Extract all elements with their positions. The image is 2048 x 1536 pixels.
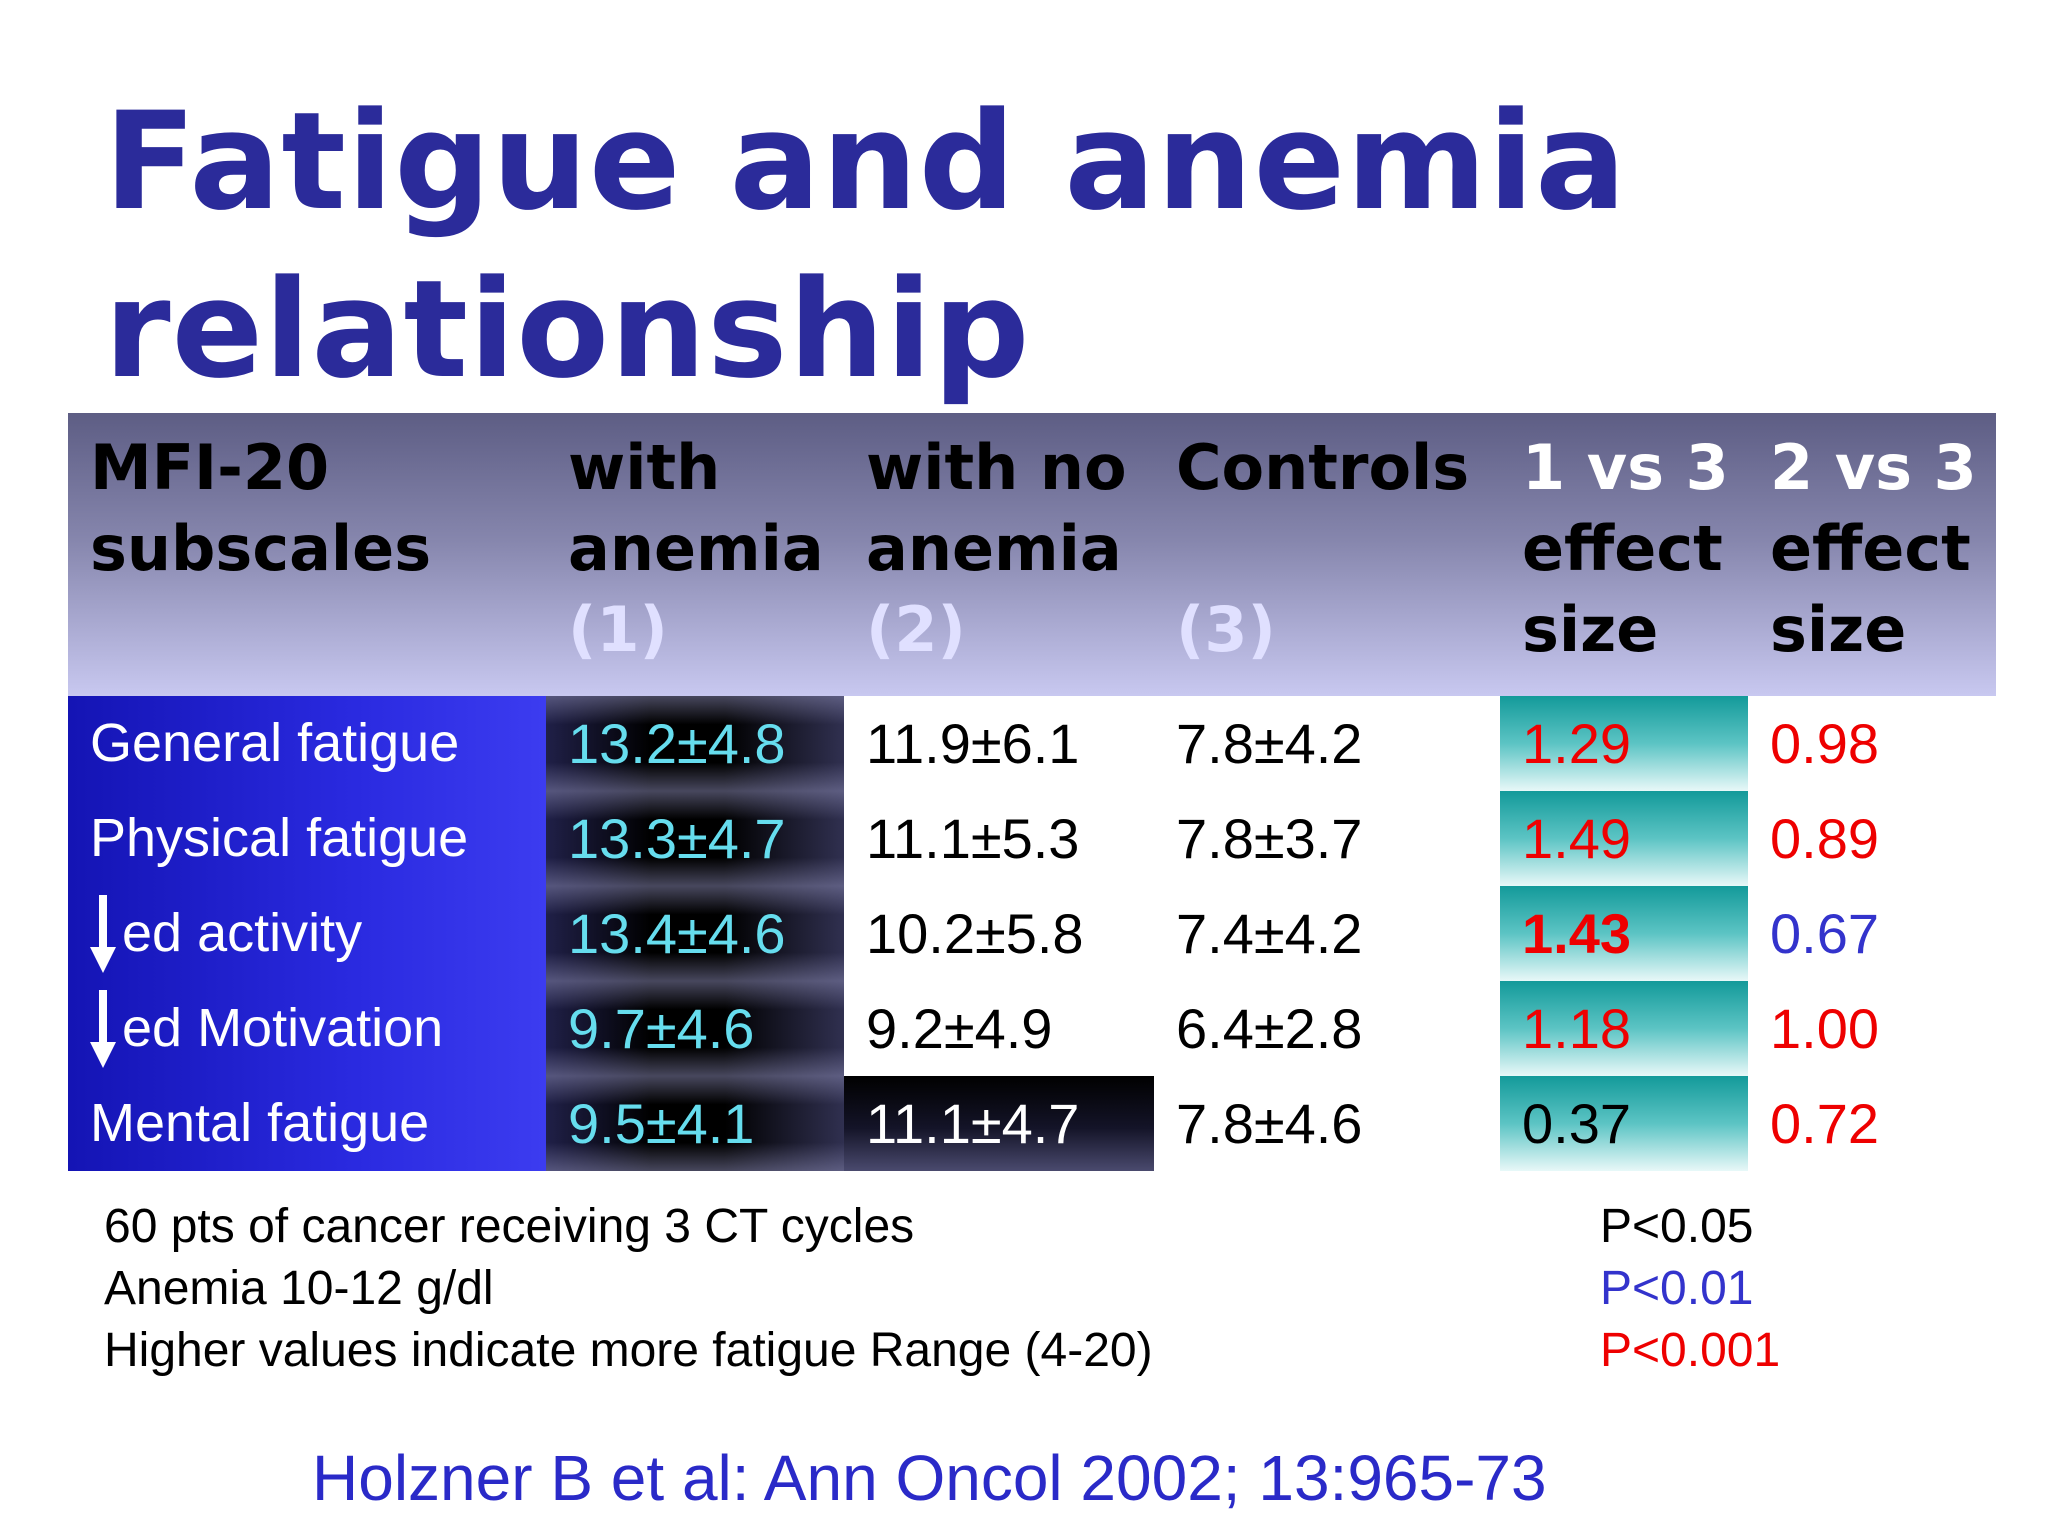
note-line: 60 pts of cancer receiving 3 CT cycles <box>104 1200 915 1253</box>
significance-legend: P<0.05 P<0.01 P<0.001 <box>1600 1196 1780 1382</box>
study-notes: 60 pts of cancer receiving 3 CT cycles A… <box>104 1196 1153 1382</box>
table-header: MFI-20 subscales with anemia (1) with no… <box>68 413 1996 696</box>
note-line: Higher values indicate more fatigue Rang… <box>104 1324 1153 1377</box>
value-controls: 7.8±3.7 <box>1176 807 1363 870</box>
legend-p0001: P<0.001 <box>1600 1324 1781 1377</box>
legend-p005: P<0.05 <box>1600 1200 1754 1253</box>
value-no-anemia: 11.1±4.7 <box>844 1076 1154 1171</box>
value-with-anemia: 9.5±4.1 <box>546 1076 844 1171</box>
slide-title: Fatigue and anemia relationship <box>104 78 2004 414</box>
effect-size-1vs3: 1.49 <box>1500 791 1748 886</box>
down-arrow-icon <box>90 989 116 1068</box>
value-controls: 7.8±4.6 <box>1176 1092 1363 1155</box>
effect-size-1vs3: 1.43 <box>1500 886 1748 981</box>
table-row: Mental fatigue 9.5±4.1 11.1±4.7 7.8±4.6 0.37… <box>68 1076 1996 1171</box>
header-subscales: MFI-20 subscales <box>90 431 432 585</box>
table-row: ed activity 13.4±4.6 10.2±5.8 7.4±4.2 1.43 0.… <box>68 886 1996 981</box>
down-arrow-icon <box>90 894 116 973</box>
table-row: Physical fatigue 13.3±4.7 11.1±5.3 7.8±3.7 1… <box>68 791 1996 886</box>
subscale-label: Physical fatigue <box>68 791 546 886</box>
header-1vs3-effect-size: 1 vs 3 effect size <box>1522 431 1729 666</box>
subscale-label: ed activity <box>68 886 546 981</box>
subscale-label: Mental fatigue <box>68 1076 546 1171</box>
effect-size-2vs3: 0.98 <box>1770 712 1879 775</box>
header-with-anemia: with anemia (1) <box>568 431 824 666</box>
header-2vs3-effect-size: 2 vs 3 effect size <box>1770 431 1977 666</box>
header-controls: Controls (3) <box>1176 431 1470 666</box>
effect-size-1vs3: 1.18 <box>1500 981 1748 1076</box>
effect-size-1vs3: 0.37 <box>1500 1076 1748 1171</box>
effect-size-2vs3: 0.89 <box>1770 807 1879 870</box>
value-no-anemia: 11.1±5.3 <box>866 807 1080 870</box>
value-no-anemia: 11.9±6.1 <box>866 712 1080 775</box>
value-no-anemia: 10.2±5.8 <box>866 902 1084 965</box>
note-line: Anemia 10-12 g/dl <box>104 1262 494 1315</box>
effect-size-2vs3: 1.00 <box>1770 997 1879 1060</box>
effect-size-2vs3: 0.67 <box>1770 902 1879 965</box>
value-controls: 7.4±4.2 <box>1176 902 1363 965</box>
citation: Holzner B et al: Ann Oncol 2002; 13:965-… <box>312 1442 1547 1514</box>
value-with-anemia: 13.4±4.6 <box>546 886 844 981</box>
subscale-label: General fatigue <box>68 696 546 791</box>
legend-p001: P<0.01 <box>1600 1262 1754 1315</box>
value-no-anemia: 9.2±4.9 <box>866 997 1053 1060</box>
value-with-anemia: 9.7±4.6 <box>546 981 844 1076</box>
table-row: General fatigue 13.2±4.8 11.9±6.1 7.8±4.2 1.… <box>68 696 1996 791</box>
slide-title-line-1: Fatigue and anemia <box>104 83 1628 240</box>
value-controls: 7.8±4.2 <box>1176 712 1363 775</box>
value-with-anemia: 13.2±4.8 <box>546 696 844 791</box>
header-with-no-anemia: with no anemia (2) <box>866 431 1127 666</box>
table-row: ed Motivation 9.7±4.6 9.2±4.9 6.4±2.8 1.18 1.… <box>68 981 1996 1076</box>
value-controls: 6.4±2.8 <box>1176 997 1363 1060</box>
slide-title-line-2: relationship <box>104 251 1031 408</box>
effect-size-2vs3: 0.72 <box>1770 1092 1879 1155</box>
subscale-label: ed Motivation <box>68 981 546 1076</box>
value-with-anemia: 13.3±4.7 <box>546 791 844 886</box>
effect-size-1vs3: 1.29 <box>1500 696 1748 791</box>
